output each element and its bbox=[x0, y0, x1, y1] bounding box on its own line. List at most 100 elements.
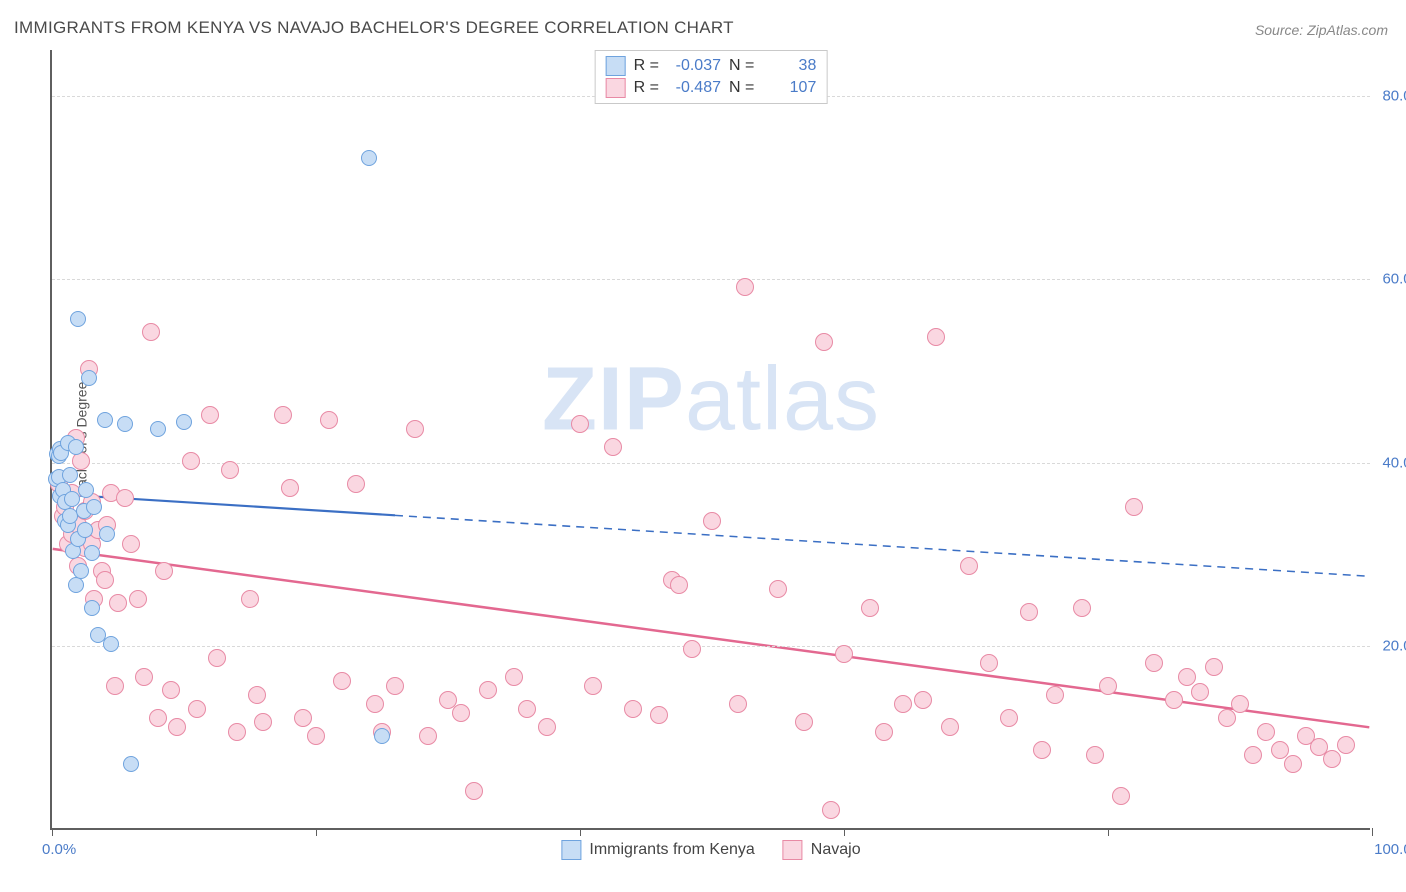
x-axis-label-min: 0.0% bbox=[42, 841, 76, 858]
data-point bbox=[176, 414, 192, 430]
gridline bbox=[52, 463, 1370, 464]
data-point bbox=[129, 590, 147, 608]
data-point bbox=[307, 727, 325, 745]
data-point bbox=[465, 782, 483, 800]
data-point bbox=[1323, 750, 1341, 768]
data-point bbox=[281, 479, 299, 497]
legend-swatch-series-1 bbox=[606, 78, 626, 98]
x-tick bbox=[52, 828, 53, 836]
y-tick-label: 60.0% bbox=[1382, 271, 1406, 288]
watermark-bold: ZIP bbox=[542, 350, 685, 450]
data-point bbox=[1165, 691, 1183, 709]
x-tick bbox=[316, 828, 317, 836]
data-point bbox=[142, 323, 160, 341]
data-point bbox=[97, 412, 113, 428]
data-point bbox=[584, 677, 602, 695]
data-point bbox=[109, 594, 127, 612]
data-point bbox=[182, 452, 200, 470]
legend-r-value-1: -0.487 bbox=[667, 79, 721, 97]
legend-r-label-0: R = bbox=[634, 57, 659, 75]
data-point bbox=[168, 718, 186, 736]
data-point bbox=[201, 406, 219, 424]
data-point bbox=[1020, 603, 1038, 621]
data-point bbox=[386, 677, 404, 695]
data-point bbox=[103, 636, 119, 652]
data-point bbox=[861, 599, 879, 617]
data-point bbox=[68, 439, 84, 455]
watermark: ZIPatlas bbox=[542, 349, 880, 452]
x-axis-label-max: 100.0% bbox=[1374, 841, 1406, 858]
data-point bbox=[1112, 787, 1130, 805]
data-point bbox=[116, 489, 134, 507]
data-point bbox=[366, 695, 384, 713]
data-point bbox=[419, 727, 437, 745]
data-point bbox=[875, 723, 893, 741]
chart-title: IMMIGRANTS FROM KENYA VS NAVAJO BACHELOR… bbox=[14, 18, 734, 38]
data-point bbox=[1337, 736, 1355, 754]
data-point bbox=[374, 728, 390, 744]
data-point bbox=[1099, 677, 1117, 695]
data-point bbox=[228, 723, 246, 741]
data-point bbox=[294, 709, 312, 727]
legend-r-label-1: R = bbox=[634, 79, 659, 97]
data-point bbox=[149, 709, 167, 727]
data-point bbox=[1218, 709, 1236, 727]
data-point bbox=[1244, 746, 1262, 764]
data-point bbox=[78, 482, 94, 498]
data-point bbox=[320, 411, 338, 429]
data-point bbox=[106, 677, 124, 695]
gridline bbox=[52, 279, 1370, 280]
data-point bbox=[406, 420, 424, 438]
data-point bbox=[162, 681, 180, 699]
data-point bbox=[815, 333, 833, 351]
legend-row-series-0: R = -0.037 N = 38 bbox=[606, 55, 817, 77]
data-point bbox=[941, 718, 959, 736]
legend-r-value-0: -0.037 bbox=[667, 57, 721, 75]
data-point bbox=[73, 563, 89, 579]
data-point bbox=[960, 557, 978, 575]
data-point bbox=[248, 686, 266, 704]
legend-row-series-1: R = -0.487 N = 107 bbox=[606, 77, 817, 99]
gridline bbox=[52, 646, 1370, 647]
data-point bbox=[980, 654, 998, 672]
y-tick-label: 80.0% bbox=[1382, 87, 1406, 104]
data-point bbox=[254, 713, 272, 731]
data-point bbox=[736, 278, 754, 296]
regression-lines bbox=[52, 50, 1370, 828]
series-legend: Immigrants from Kenya Navajo bbox=[561, 840, 860, 860]
y-tick-label: 20.0% bbox=[1382, 638, 1406, 655]
data-point bbox=[1191, 683, 1209, 701]
data-point bbox=[62, 467, 78, 483]
data-point bbox=[452, 704, 470, 722]
data-point bbox=[604, 438, 622, 456]
data-point bbox=[155, 562, 173, 580]
x-tick bbox=[580, 828, 581, 836]
data-point bbox=[1033, 741, 1051, 759]
data-point bbox=[1178, 668, 1196, 686]
data-point bbox=[150, 421, 166, 437]
data-point bbox=[822, 801, 840, 819]
data-point bbox=[99, 526, 115, 542]
data-point bbox=[86, 499, 102, 515]
data-point bbox=[1086, 746, 1104, 764]
x-tick bbox=[1108, 828, 1109, 836]
data-point bbox=[835, 645, 853, 663]
series-legend-item-1: Navajo bbox=[783, 840, 861, 860]
data-point bbox=[505, 668, 523, 686]
data-point bbox=[135, 668, 153, 686]
data-point bbox=[1000, 709, 1018, 727]
data-point bbox=[769, 580, 787, 598]
data-point bbox=[518, 700, 536, 718]
data-point bbox=[1125, 498, 1143, 516]
data-point bbox=[683, 640, 701, 658]
series-legend-item-0: Immigrants from Kenya bbox=[561, 840, 754, 860]
data-point bbox=[1205, 658, 1223, 676]
data-point bbox=[1046, 686, 1064, 704]
data-point bbox=[914, 691, 932, 709]
series-legend-label-1: Navajo bbox=[811, 841, 861, 859]
data-point bbox=[361, 150, 377, 166]
data-point bbox=[274, 406, 292, 424]
data-point bbox=[241, 590, 259, 608]
data-point bbox=[122, 535, 140, 553]
data-point bbox=[703, 512, 721, 530]
